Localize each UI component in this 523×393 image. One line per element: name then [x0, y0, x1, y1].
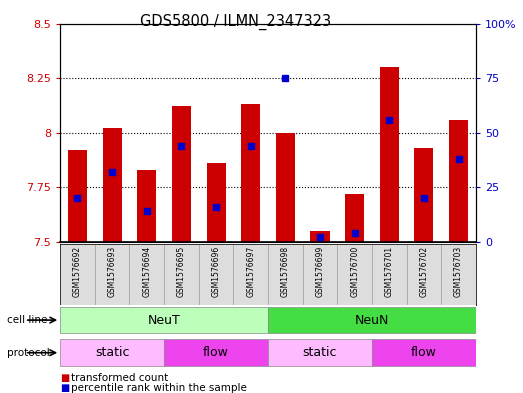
Text: transformed count: transformed count [71, 373, 168, 383]
Bar [137, 170, 156, 242]
Bar [372, 340, 476, 366]
Text: cell line: cell line [7, 315, 47, 325]
Text: ■: ■ [60, 373, 70, 383]
Text: NeuN: NeuN [355, 314, 389, 327]
Text: GSM1576702: GSM1576702 [419, 246, 428, 297]
Bar [380, 67, 399, 242]
Text: GSM1576696: GSM1576696 [212, 246, 221, 297]
Text: GSM1576692: GSM1576692 [73, 246, 82, 297]
Bar [233, 244, 268, 305]
Bar [311, 231, 329, 242]
Text: percentile rank within the sample: percentile rank within the sample [71, 383, 246, 393]
Bar [303, 244, 337, 305]
Bar [103, 128, 122, 242]
Bar [164, 244, 199, 305]
Bar [268, 244, 303, 305]
Bar [241, 104, 260, 242]
Text: GSM1576695: GSM1576695 [177, 246, 186, 297]
Bar [199, 244, 233, 305]
Bar [337, 244, 372, 305]
Text: GSM1576699: GSM1576699 [315, 246, 324, 297]
Bar [372, 244, 407, 305]
Text: static: static [95, 346, 129, 359]
Bar [268, 340, 372, 366]
Text: GSM1576703: GSM1576703 [454, 246, 463, 297]
Bar [345, 194, 364, 242]
Bar [276, 132, 295, 242]
Text: GSM1576693: GSM1576693 [108, 246, 117, 297]
Bar [172, 107, 191, 242]
Bar [164, 340, 268, 366]
Text: GSM1576700: GSM1576700 [350, 246, 359, 297]
Bar [60, 307, 268, 333]
Text: static: static [303, 346, 337, 359]
Text: GSM1576697: GSM1576697 [246, 246, 255, 297]
Text: flow: flow [411, 346, 437, 359]
Text: GSM1576694: GSM1576694 [142, 246, 151, 297]
Text: flow: flow [203, 346, 229, 359]
Bar [60, 244, 95, 305]
Bar [95, 244, 129, 305]
Bar [60, 340, 164, 366]
Text: NeuT: NeuT [147, 314, 180, 327]
Bar [414, 148, 434, 242]
Bar [441, 244, 476, 305]
Bar [207, 163, 225, 242]
Bar [68, 150, 87, 242]
Bar [129, 244, 164, 305]
Text: GSM1576701: GSM1576701 [385, 246, 394, 297]
Text: protocol: protocol [7, 348, 50, 358]
Text: ■: ■ [60, 383, 70, 393]
Text: GSM1576698: GSM1576698 [281, 246, 290, 297]
Bar [449, 119, 468, 242]
Text: GDS5800 / ILMN_2347323: GDS5800 / ILMN_2347323 [140, 14, 331, 30]
Bar [407, 244, 441, 305]
Bar [268, 307, 476, 333]
